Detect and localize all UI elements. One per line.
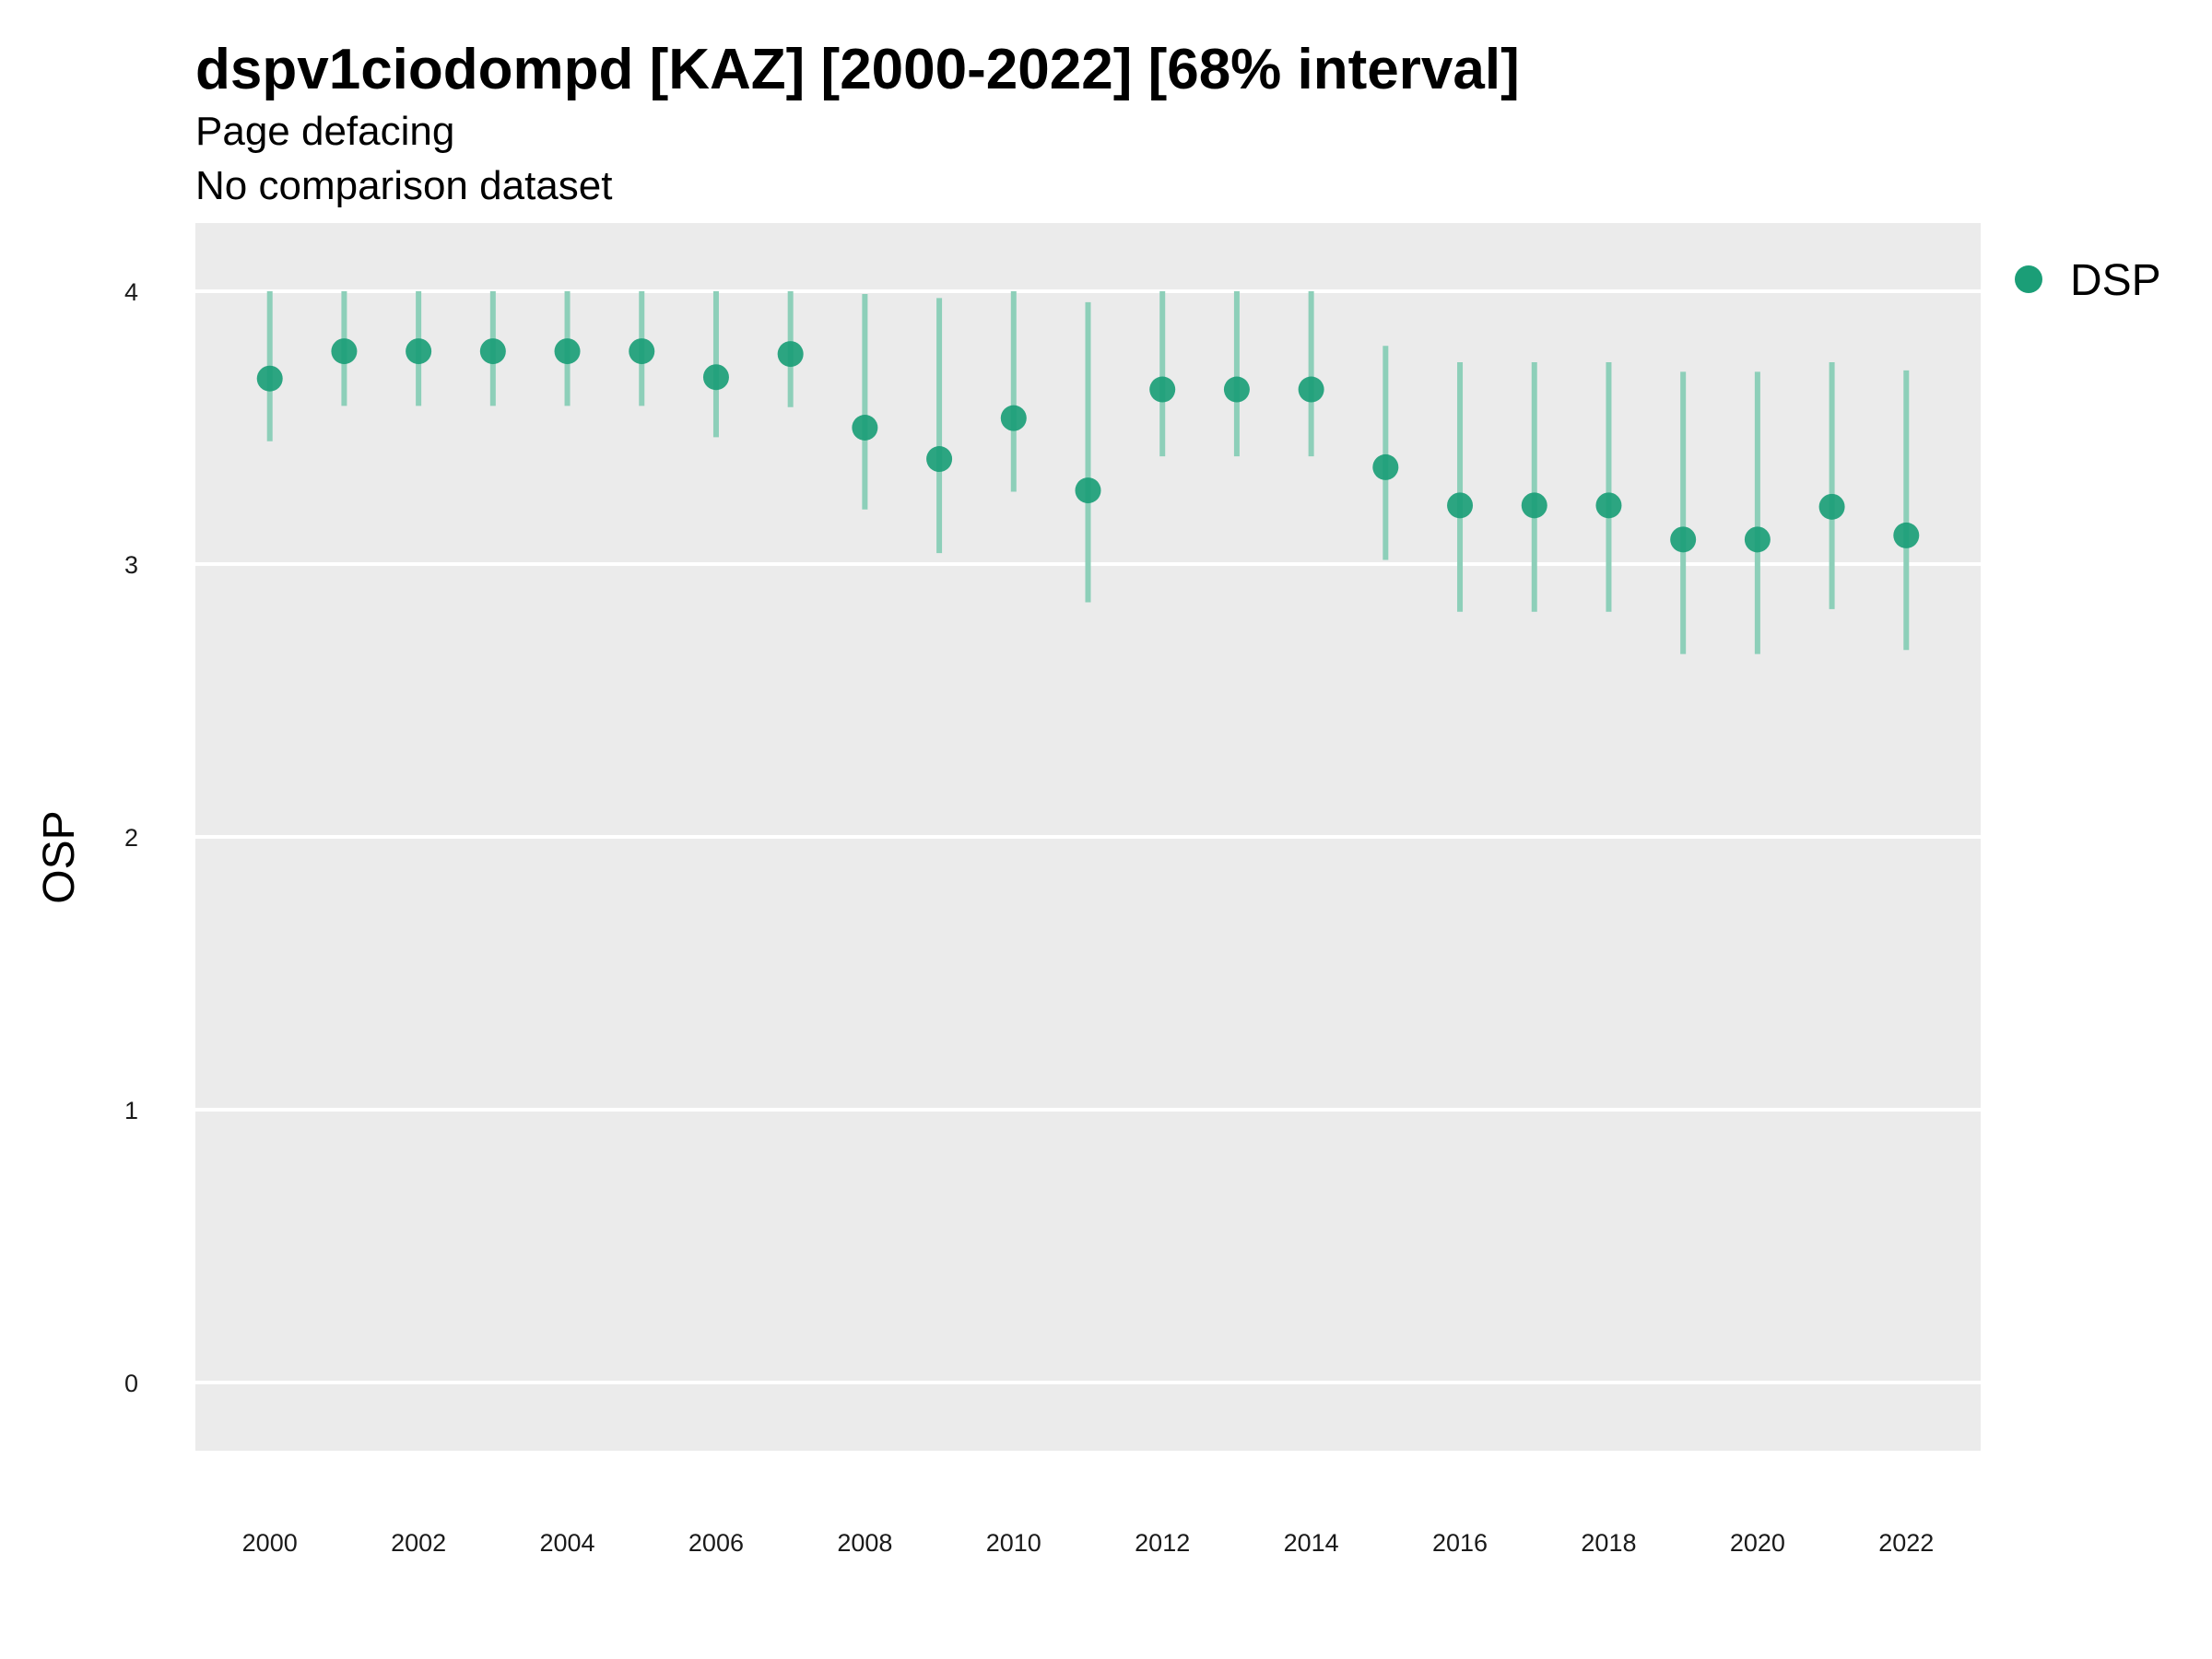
data-point-2009 — [926, 446, 953, 473]
x-tick-label-2006: 2006 — [688, 1529, 744, 1557]
data-point-2015 — [1372, 453, 1399, 480]
data-point-2012 — [1149, 376, 1176, 403]
y-tick-labels: 0 1 2 3 4 — [124, 278, 138, 1397]
data-point-2018 — [1595, 492, 1622, 519]
x-tick-label-2022: 2022 — [1878, 1529, 1934, 1557]
data-point-2002 — [406, 338, 432, 365]
data-point-2004 — [554, 338, 581, 365]
y-axis-label: OSP — [35, 810, 84, 903]
data-point-2020 — [1744, 526, 1771, 553]
x-tick-label-2016: 2016 — [1432, 1529, 1488, 1557]
data-point-2019 — [1670, 526, 1697, 553]
data-point-2008 — [852, 415, 878, 441]
data-point-2021 — [1818, 493, 1845, 520]
data-point-2017 — [1521, 492, 1547, 519]
x-tick-label-2018: 2018 — [1581, 1529, 1636, 1557]
x-tick-label-2014: 2014 — [1284, 1529, 1339, 1557]
data-point-2022 — [1893, 522, 1920, 548]
data-point-2013 — [1223, 376, 1250, 403]
x-tick-label-2000: 2000 — [242, 1529, 298, 1557]
chart-subtitle-line-2: No comparison dataset — [195, 163, 612, 208]
x-tick-label-2008: 2008 — [837, 1529, 892, 1557]
chart-subtitle-line-1: Page defacing — [195, 109, 454, 154]
data-point-2000 — [256, 365, 283, 392]
x-tick-label-2010: 2010 — [986, 1529, 1041, 1557]
y-tick-label-2: 2 — [124, 824, 138, 852]
x-tick-label-2020: 2020 — [1730, 1529, 1785, 1557]
data-point-2005 — [629, 338, 655, 365]
x-tick-label-2012: 2012 — [1135, 1529, 1190, 1557]
data-point-2014 — [1298, 376, 1324, 403]
legend-marker-dsp — [2015, 265, 2042, 293]
data-point-2011 — [1075, 477, 1101, 504]
legend: DSP — [2015, 256, 2161, 305]
y-tick-label-3: 3 — [124, 551, 138, 579]
x-tick-label-2002: 2002 — [391, 1529, 446, 1557]
legend-label-dsp: DSP — [2070, 256, 2161, 305]
x-tick-label-2004: 2004 — [540, 1529, 595, 1557]
data-point-2007 — [777, 341, 804, 368]
chart-title: dspv1ciodompd [KAZ] [2000-2022] [68% int… — [195, 38, 1520, 101]
y-tick-label-1: 1 — [124, 1097, 138, 1124]
data-points — [256, 338, 1920, 553]
y-tick-label-4: 4 — [124, 278, 138, 306]
y-tick-label-0: 0 — [124, 1370, 138, 1397]
data-point-2001 — [331, 338, 358, 365]
data-point-2016 — [1447, 492, 1474, 519]
data-point-2010 — [1000, 405, 1027, 431]
x-tick-labels: 2000 2002 2004 2006 2008 2010 2012 2014 2016 2018… — [242, 1529, 1935, 1557]
data-point-2006 — [702, 364, 729, 391]
data-point-2003 — [479, 338, 506, 365]
